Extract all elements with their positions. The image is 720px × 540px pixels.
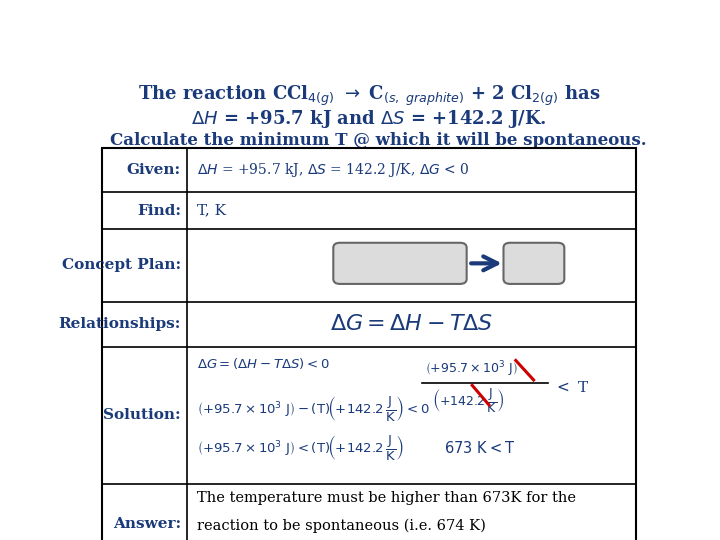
Text: $673\ \mathrm{K} < \mathrm{T}$: $673\ \mathrm{K} < \mathrm{T}$ xyxy=(444,440,516,456)
FancyBboxPatch shape xyxy=(333,243,467,284)
Text: The temperature must be higher than 673K for the: The temperature must be higher than 673K… xyxy=(197,491,575,505)
Text: $\left(+95.7\times10^3\ \mathrm{J}\right)<\left(\mathrm{T}\right)\!\left(+142.2\: $\left(+95.7\times10^3\ \mathrm{J}\right… xyxy=(197,434,404,463)
Text: $\left(+142.2\,\dfrac{\mathrm{J}}{\mathrm{K}}\right)$: $\left(+142.2\,\dfrac{\mathrm{J}}{\mathr… xyxy=(432,386,505,415)
Text: The reaction CCl$_{4(g)}$ $\rightarrow$ C$_{(s,\ graphite)}$ + 2 Cl$_{2(g)}$ has: The reaction CCl$_{4(g)}$ $\rightarrow$ … xyxy=(138,84,600,107)
Text: $<$ T: $<$ T xyxy=(554,380,590,395)
Text: $\mathbf{\Delta G,\ \Delta H,\ \Delta S}$: $\mathbf{\Delta G,\ \Delta H,\ \Delta S}… xyxy=(341,253,459,273)
FancyBboxPatch shape xyxy=(503,243,564,284)
Text: Given:: Given: xyxy=(127,163,181,177)
Text: Relationships:: Relationships: xyxy=(58,318,181,331)
Text: $\Delta G = (\Delta H - T\Delta S) < 0$: $\Delta G = (\Delta H - T\Delta S) < 0$ xyxy=(197,356,329,371)
Text: $\left(+95.7\times10^3\ \mathrm{J}\right)-\left(\mathrm{T}\right)\!\left(+142.2\: $\left(+95.7\times10^3\ \mathrm{J}\right… xyxy=(197,395,429,424)
Text: $\Delta G = \Delta H - T\Delta S$: $\Delta G = \Delta H - T\Delta S$ xyxy=(330,313,492,335)
Text: $\Delta \mathit{H}$ = +95.7 kJ and $\Delta \mathit{S}$ = +142.2 J/K.: $\Delta \mathit{H}$ = +95.7 kJ and $\Del… xyxy=(191,109,547,131)
Text: $\Delta \mathit{H}$ = +95.7 kJ, $\Delta \mathit{S}$ = 142.2 J/K, $\Delta \mathit: $\Delta \mathit{H}$ = +95.7 kJ, $\Delta … xyxy=(197,161,469,179)
Text: reaction to be spontaneous (i.e. 674 K): reaction to be spontaneous (i.e. 674 K) xyxy=(197,518,485,533)
Text: $\left(+95.7\times10^3\ \mathrm{J}\right)$: $\left(+95.7\times10^3\ \mathrm{J}\right… xyxy=(425,359,518,379)
Text: Solution:: Solution: xyxy=(104,408,181,422)
Text: T: T xyxy=(526,254,541,272)
Text: Calculate the minimum T @ which it will be spontaneous.: Calculate the minimum T @ which it will … xyxy=(109,132,646,149)
Text: Answer:: Answer: xyxy=(113,517,181,531)
Text: Find:: Find: xyxy=(137,204,181,218)
Text: T, K: T, K xyxy=(197,204,225,218)
Text: Concept Plan:: Concept Plan: xyxy=(62,259,181,272)
